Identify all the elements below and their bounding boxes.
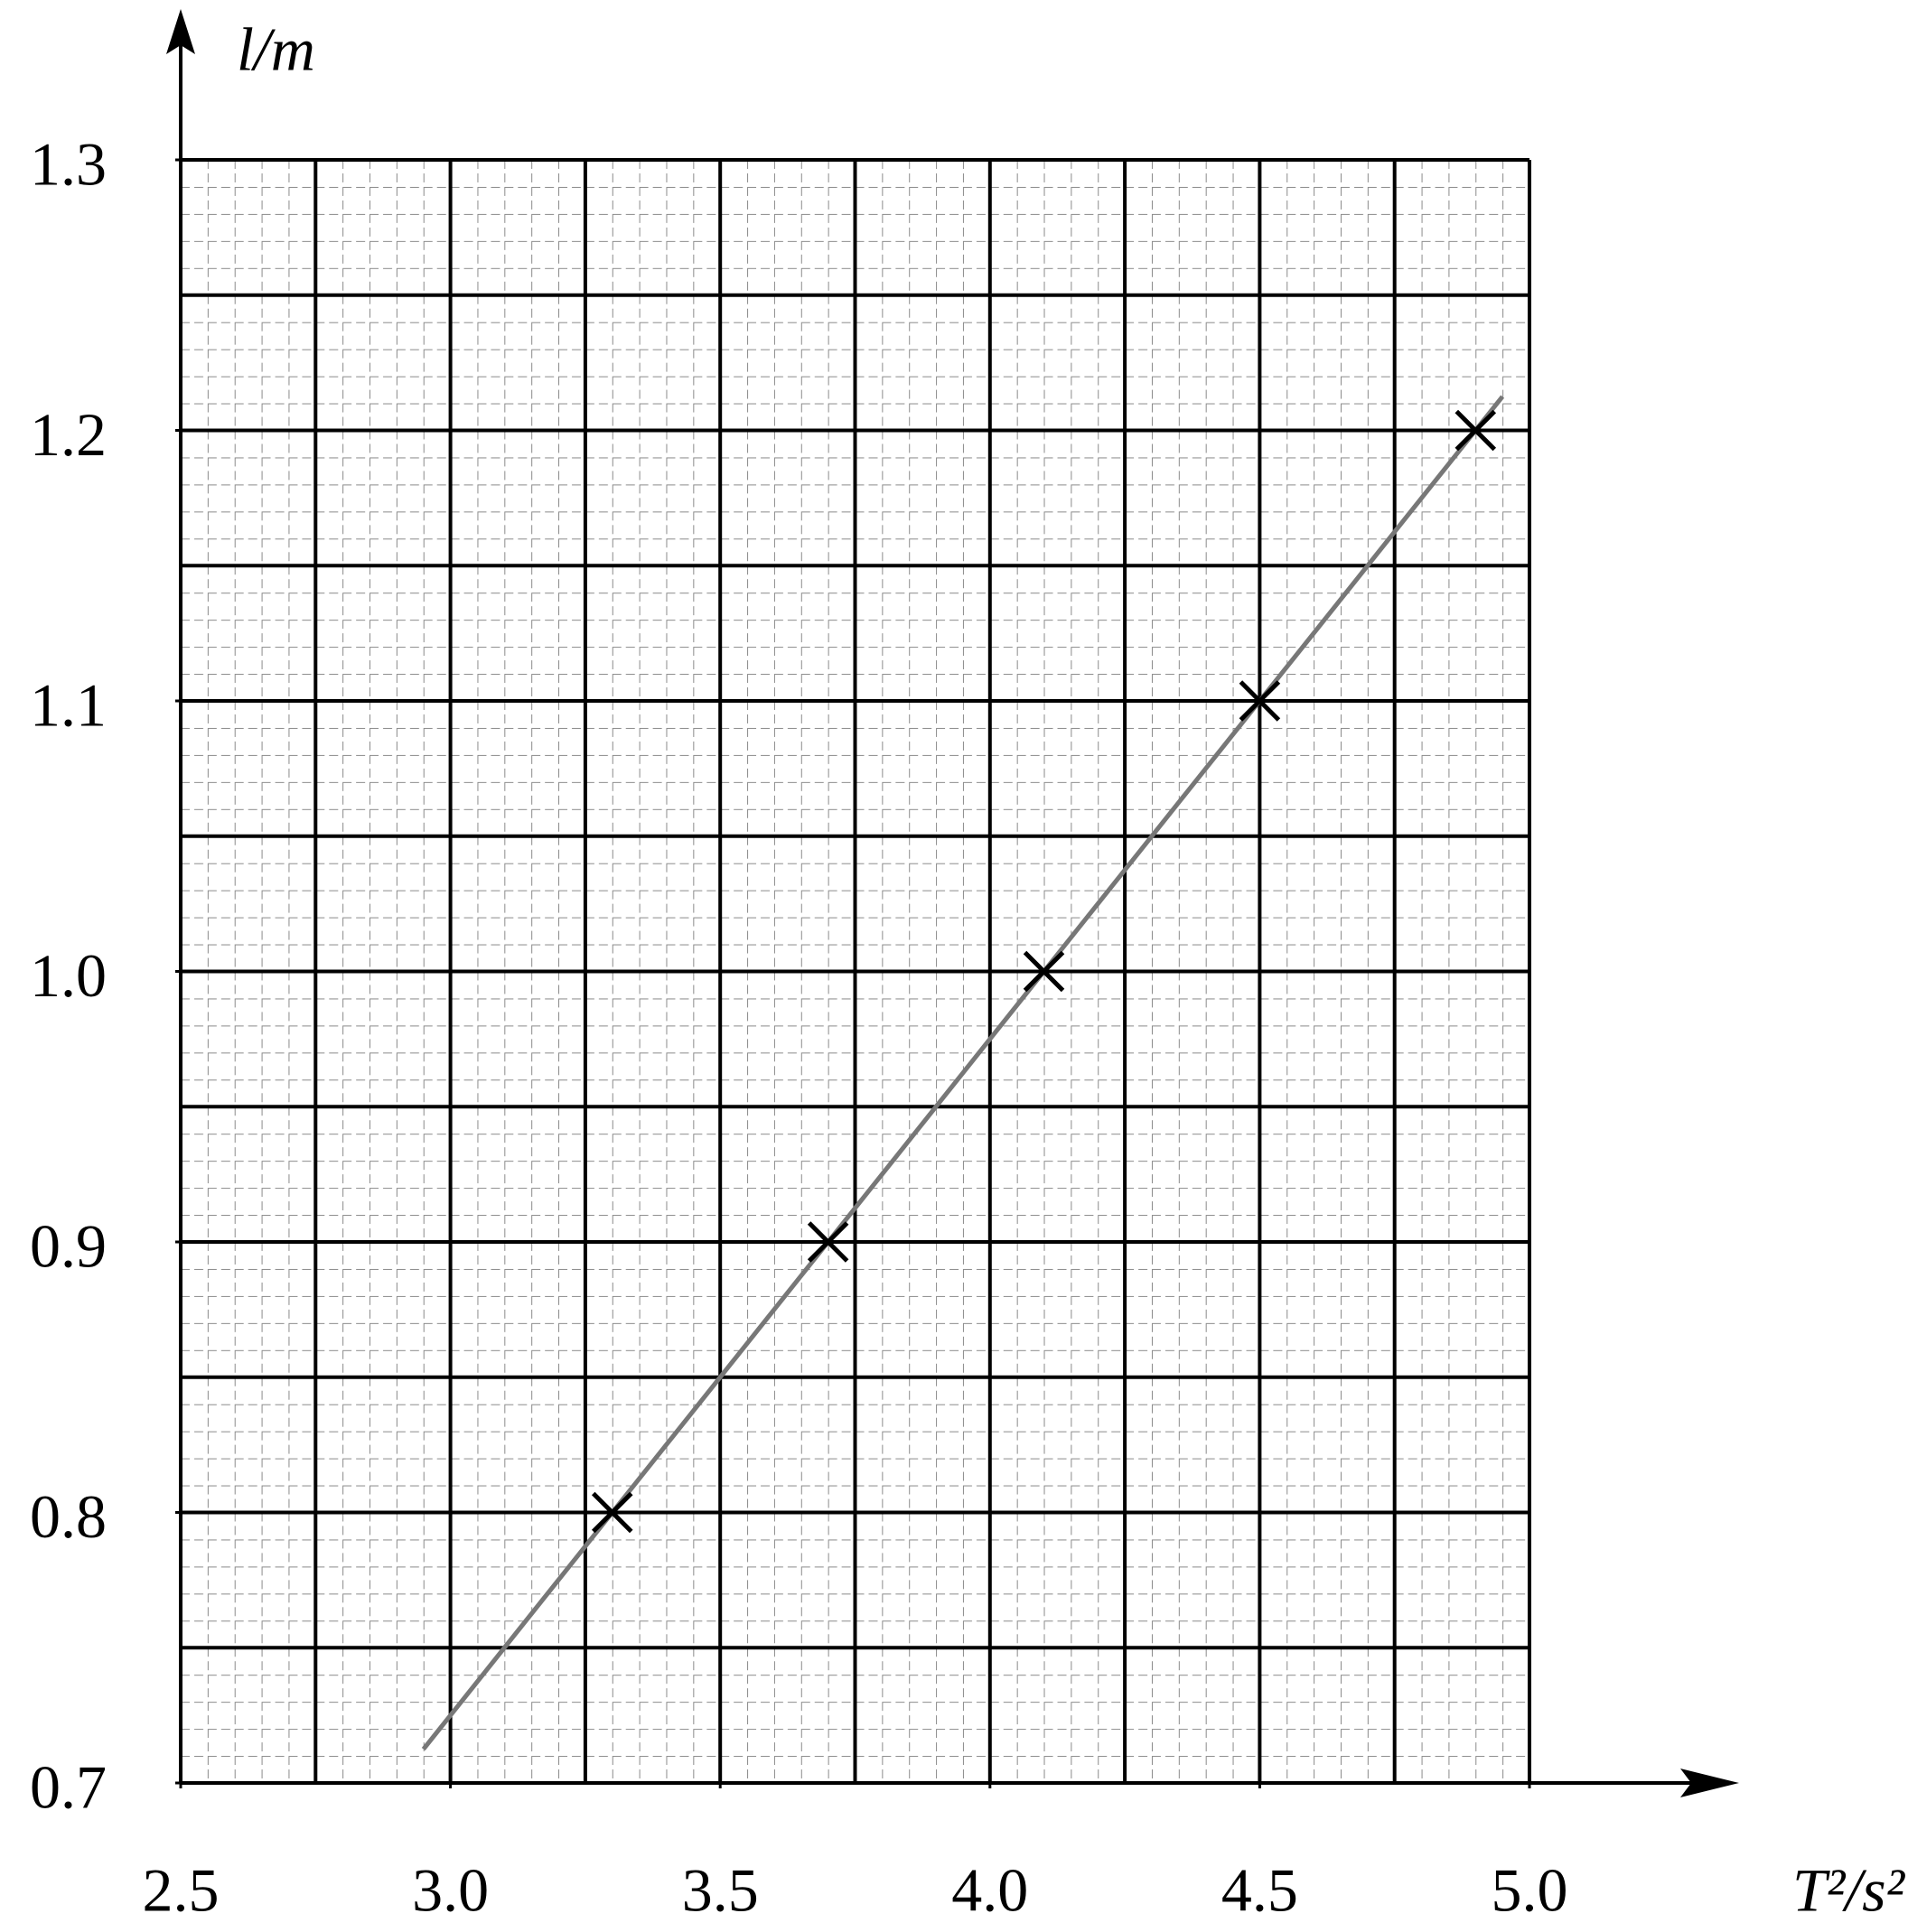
x-tick-label: 4.5 xyxy=(1221,1856,1298,1925)
data-point xyxy=(807,1221,849,1263)
grid xyxy=(179,158,1531,1785)
x-axis-arrow xyxy=(1680,1769,1739,1797)
data-point xyxy=(1239,680,1281,722)
y-tick-label: 0.9 xyxy=(30,1212,107,1281)
y-tick-label: 1.0 xyxy=(30,941,107,1010)
x-tick-label: 3.0 xyxy=(412,1856,489,1925)
y-tick-label: 1.2 xyxy=(30,400,107,469)
y-axis-arrow xyxy=(166,9,195,54)
x-tick-label: 5.0 xyxy=(1492,1856,1568,1925)
x-tick-label: 4.0 xyxy=(951,1856,1028,1925)
x-tick-label: 2.5 xyxy=(143,1856,220,1925)
data-point xyxy=(1454,409,1497,452)
data-point xyxy=(1023,950,1065,993)
x-tick-label: 3.5 xyxy=(682,1856,759,1925)
y-tick-label: 0.7 xyxy=(30,1753,107,1822)
y-tick-label: 1.3 xyxy=(30,130,107,199)
y-tick-label: 1.1 xyxy=(30,671,107,740)
data-point xyxy=(591,1491,633,1534)
y-axis-label: l/m xyxy=(237,15,315,84)
y-tick-label: 0.8 xyxy=(30,1482,107,1551)
x-axis-label: T²/s² xyxy=(1792,1856,1906,1925)
